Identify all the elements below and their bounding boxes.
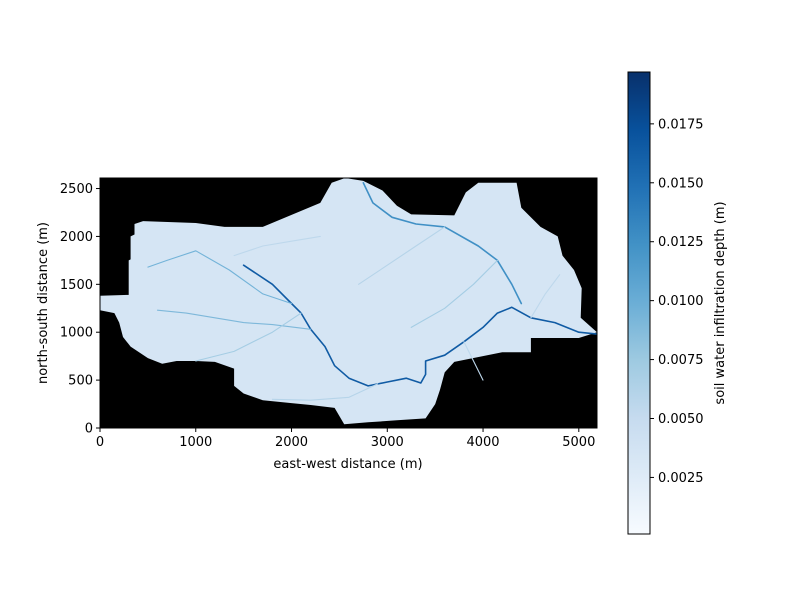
y-tick-label-4: 2000 xyxy=(60,230,93,245)
channel-3 xyxy=(156,309,312,330)
plot-frame xyxy=(99,177,598,429)
colorbar-gradient xyxy=(627,71,651,535)
y-axis: 0 500 1000 1500 2000 2500 xyxy=(60,182,100,437)
watershed-domain xyxy=(100,178,597,425)
y-tick-label-1: 500 xyxy=(68,374,93,389)
colorbar-tick-label-2: 0.0075 xyxy=(658,353,704,368)
channel-5 xyxy=(195,312,302,362)
channel-2 xyxy=(147,250,293,305)
x-tick-label-0: 0 xyxy=(96,435,104,450)
channel-9 xyxy=(530,274,561,319)
channel-4 xyxy=(410,259,498,328)
x-tick-label-1: 1000 xyxy=(179,435,212,450)
colorbar-tick-label-0: 0.0025 xyxy=(658,471,704,486)
channel-network xyxy=(147,182,597,401)
channel-6 xyxy=(271,383,379,401)
x-tick-label-5: 5000 xyxy=(562,435,595,450)
colorbar-tick-label-3: 0.0100 xyxy=(658,294,704,309)
y-tick-label-3: 1500 xyxy=(60,278,93,293)
channel-10 xyxy=(463,341,484,381)
x-axis: 0 1000 2000 3000 4000 5000 xyxy=(96,428,595,450)
y-axis-label: north-south distance (m) xyxy=(36,222,51,384)
colorbar-ticks: 0.0025 0.0050 0.0075 0.0100 0.0125 0.0150 0.01… xyxy=(650,117,704,486)
colorbar-tick-label-6: 0.0175 xyxy=(658,117,704,132)
x-tick-label-3: 3000 xyxy=(371,435,404,450)
x-tick-label-2: 2000 xyxy=(275,435,308,450)
colorbar-tick-label-4: 0.0125 xyxy=(658,235,704,250)
colorbar-label: soil water infiltration depth (m) xyxy=(713,201,728,404)
y-tick-label-2: 1000 xyxy=(60,326,93,341)
colorbar-tick-label-5: 0.0150 xyxy=(658,176,704,191)
channel-0 xyxy=(242,264,597,387)
x-tick-label-4: 4000 xyxy=(466,435,499,450)
colorbar: 0.0025 0.0050 0.0075 0.0100 0.0125 0.0150 0.01… xyxy=(627,71,728,535)
y-tick-label-0: 0 xyxy=(85,422,93,437)
y-tick-label-5: 2500 xyxy=(60,182,93,197)
colorbar-tick-label-1: 0.0050 xyxy=(658,412,704,427)
channel-7 xyxy=(358,226,446,285)
x-axis-label: east-west distance (m) xyxy=(273,457,422,472)
plot-area xyxy=(100,178,597,428)
channel-8 xyxy=(233,235,321,257)
